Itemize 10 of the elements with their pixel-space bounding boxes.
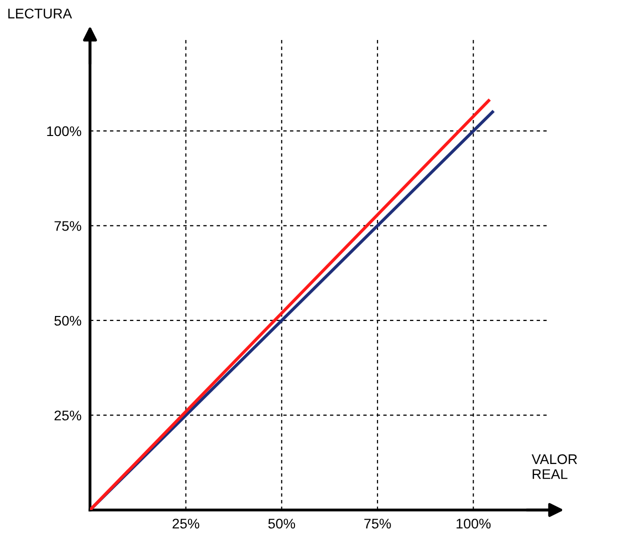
y-tick-label: 50% (54, 316, 82, 326)
x-tick-label: 25% (172, 518, 200, 529)
x-tick-label: 75% (364, 518, 391, 529)
y-tick-label: 25% (54, 410, 82, 420)
x-tick-label: 100% (456, 518, 491, 529)
y-axis-title: LECTURA (8, 8, 72, 18)
x-axis-title: VALOR REAL (532, 454, 578, 479)
y-tick-label: 75% (54, 221, 82, 231)
x-tick-label: 50% (268, 518, 296, 529)
y-tick-label: 100% (47, 126, 82, 136)
